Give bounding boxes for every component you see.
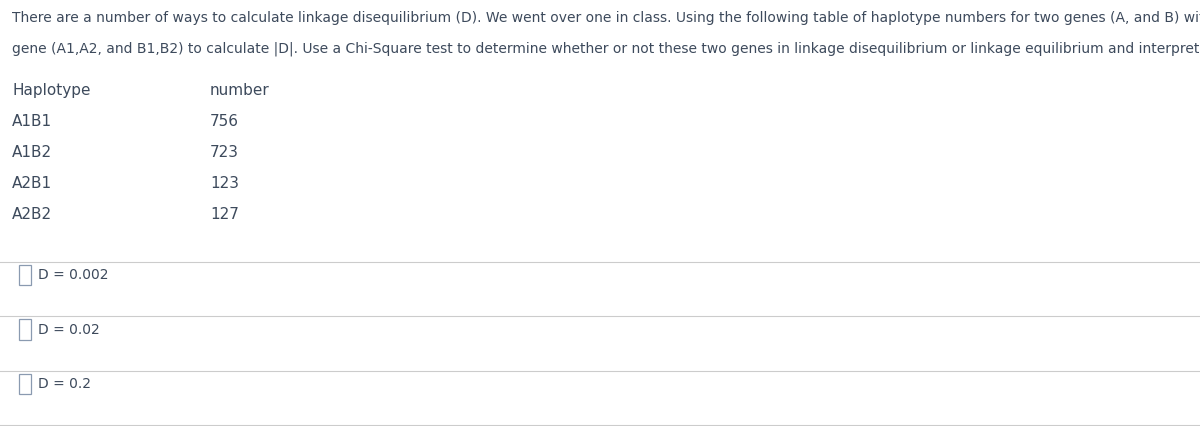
Text: 723: 723 — [210, 145, 239, 160]
Text: gene (A1,A2, and B1,B2) to calculate |D|. Use a Chi-Square test to determine whe: gene (A1,A2, and B1,B2) to calculate |D|… — [12, 41, 1200, 56]
Text: 756: 756 — [210, 114, 239, 129]
Text: D = 0.02: D = 0.02 — [38, 323, 100, 337]
Text: number: number — [210, 83, 270, 98]
Text: There are a number of ways to calculate linkage disequilibrium (D). We went over: There are a number of ways to calculate … — [12, 11, 1200, 25]
Text: A1B2: A1B2 — [12, 145, 52, 160]
Bar — [19, 374, 31, 394]
Text: A2B1: A2B1 — [12, 176, 52, 191]
Text: 123: 123 — [210, 176, 239, 191]
Text: Haplotype: Haplotype — [12, 83, 90, 98]
Text: D = 0.2: D = 0.2 — [38, 377, 91, 391]
Bar — [19, 320, 31, 340]
Text: 127: 127 — [210, 207, 239, 222]
Bar — [19, 265, 31, 285]
Text: A2B2: A2B2 — [12, 207, 52, 222]
Text: A1B1: A1B1 — [12, 114, 52, 129]
Text: D = 0.002: D = 0.002 — [38, 268, 109, 282]
